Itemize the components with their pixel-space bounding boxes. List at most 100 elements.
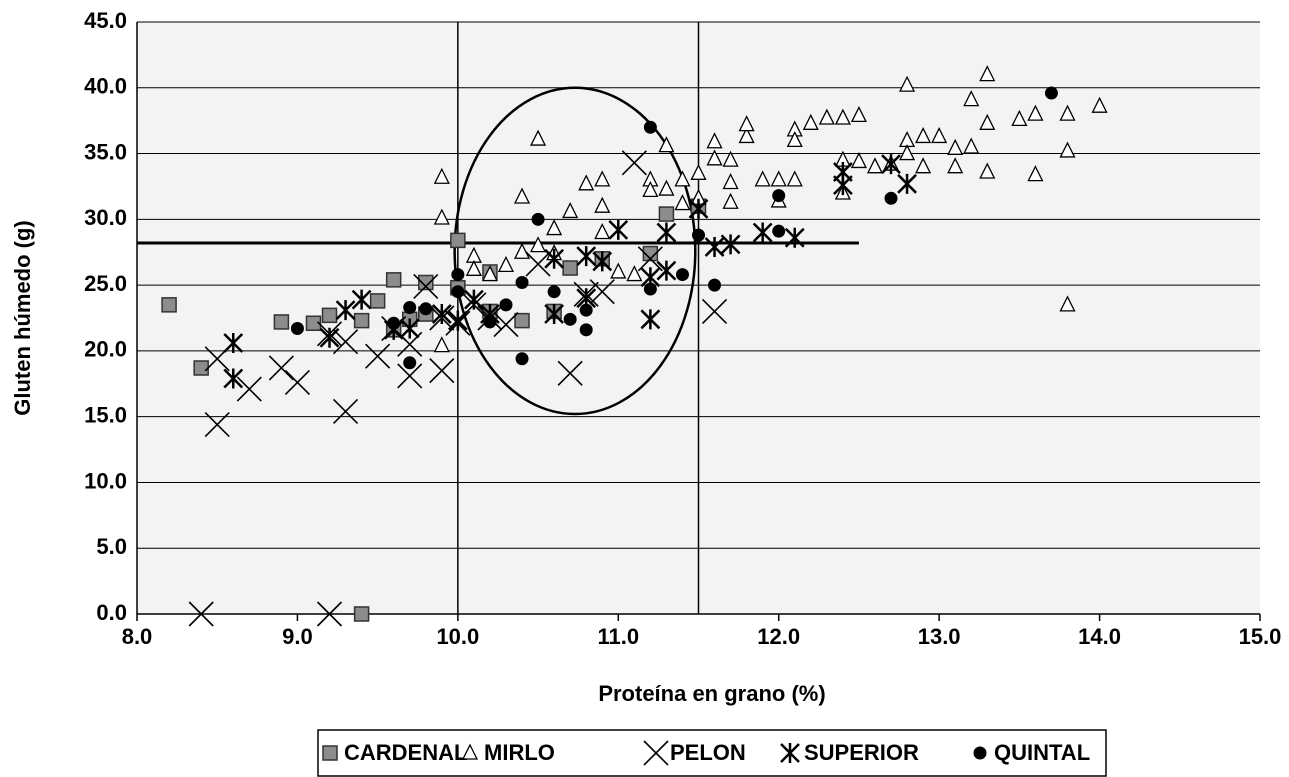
marker-triangle (562, 201, 579, 219)
marker-circle (387, 316, 401, 330)
marker-square (369, 293, 386, 309)
marker-triangle (1091, 96, 1108, 113)
marker-triangle (594, 223, 611, 240)
marker-asterisk (319, 327, 340, 348)
x-tick-label: 15.0 (1239, 624, 1282, 649)
marker-triangle (866, 157, 884, 174)
marker-triangle (770, 170, 787, 187)
marker-triangle (947, 138, 964, 155)
marker-square (450, 232, 466, 249)
marker-triangle (754, 170, 771, 187)
marker-square (322, 745, 338, 761)
marker-asterisk (608, 219, 629, 240)
marker-square (353, 312, 370, 329)
marker-x (525, 251, 551, 277)
marker-asterisk (656, 260, 677, 281)
marker-x (493, 312, 519, 338)
y-tick-label: 40.0 (84, 74, 127, 99)
marker-x (188, 601, 214, 627)
marker-x (589, 279, 615, 305)
marker-triangle (738, 115, 755, 132)
marker-triangle (481, 265, 498, 282)
marker-asterisk (223, 332, 244, 353)
marker-asterisk (688, 198, 709, 219)
x-tick-label: 12.0 (757, 624, 800, 649)
marker-triangle (722, 192, 739, 209)
marker-circle (1044, 86, 1058, 100)
marker-x (316, 601, 343, 627)
marker-circle (451, 268, 465, 282)
marker-triangle (979, 65, 996, 82)
marker-triangle (1059, 104, 1076, 121)
marker-x (236, 376, 262, 402)
marker-triangle (834, 108, 851, 125)
marker-triangle (915, 126, 932, 144)
marker-triangle (850, 105, 867, 123)
x-tick-label: 8.0 (122, 624, 153, 649)
marker-triangle (626, 265, 643, 282)
marker-triangle (674, 194, 691, 211)
marker-circle (973, 746, 987, 760)
marker-circle (692, 228, 705, 242)
marker-triangle (530, 236, 547, 253)
marker-triangle (802, 113, 819, 130)
marker-circle (451, 285, 465, 299)
marker-asterisk (833, 161, 853, 182)
marker-circle (515, 352, 529, 366)
marker-triangle (979, 113, 996, 130)
marker-circle (419, 302, 433, 316)
marker-square (305, 315, 322, 332)
marker-triangle (546, 219, 563, 236)
marker-asterisk (784, 227, 805, 248)
marker-x (284, 369, 310, 396)
marker-circle (675, 268, 689, 282)
marker-triangle (947, 157, 964, 174)
marker-triangle (642, 180, 659, 198)
marker-circle (579, 303, 593, 317)
marker-square (273, 314, 290, 330)
marker-square (321, 307, 338, 324)
marker-x (621, 150, 647, 176)
marker-asterisk (656, 222, 677, 243)
marker-circle (547, 285, 561, 299)
marker-triangle (963, 90, 980, 107)
marker-triangle (915, 157, 932, 174)
marker-circle (563, 312, 577, 326)
marker-x (204, 411, 230, 438)
marker-triangle (465, 259, 482, 276)
y-tick-label: 35.0 (84, 139, 127, 164)
marker-triangle (738, 126, 755, 144)
marker-triangle (594, 170, 611, 187)
marker-asterisk (464, 289, 484, 310)
marker-asterisk (335, 300, 356, 321)
marker-asterisk (447, 310, 468, 331)
marker-square (658, 206, 675, 222)
x-tick-label: 13.0 (918, 624, 961, 649)
marker-triangle (786, 170, 803, 187)
legend-label: MIRLO (484, 740, 555, 765)
marker-triangle (658, 179, 675, 196)
marker-x (397, 363, 423, 389)
x-tick-label: 14.0 (1078, 624, 1121, 649)
marker-triangle (433, 336, 450, 353)
marker-asterisk (592, 251, 613, 272)
marker-triangle (722, 150, 739, 167)
legend-label: PELON (670, 740, 746, 765)
y-tick-label: 0.0 (96, 600, 127, 625)
marker-circle (643, 120, 657, 134)
marker-circle (403, 300, 417, 314)
marker-asterisk (544, 304, 564, 325)
marker-triangle (979, 162, 996, 179)
y-tick-label: 30.0 (84, 205, 127, 230)
marker-triangle (658, 136, 675, 153)
marker-triangle (610, 262, 627, 279)
marker-triangle (931, 126, 948, 144)
marker-square (418, 274, 434, 291)
marker-square (562, 260, 578, 276)
marker-asterisk (704, 236, 725, 257)
marker-asterisk (223, 368, 244, 389)
marker-triangle (513, 187, 531, 204)
x-axis-label: Proteína en grano (%) (598, 681, 825, 706)
marker-triangle (1027, 104, 1044, 121)
